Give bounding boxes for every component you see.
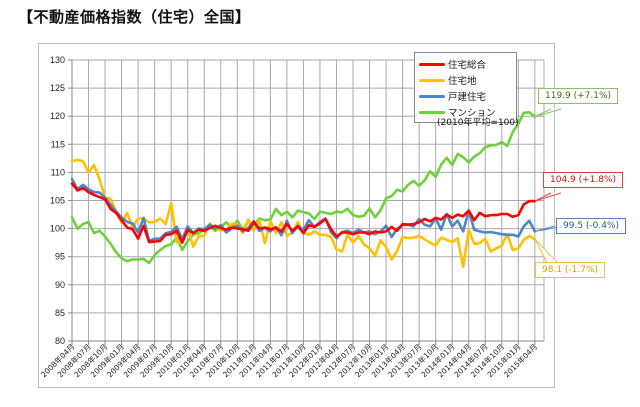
x-axis: 2008年04月2008年07月2008年10月2009年01月2009年04月… [38,340,544,379]
chart-grid [71,59,545,342]
callout-leaders [534,108,566,263]
legend-item-land: 住宅地 [419,74,477,87]
y-tick-label: 120 [50,111,65,121]
y-tick-label: 125 [50,83,65,93]
legend-label: 戸建住宅 [448,92,487,103]
base-year-note: (2010年平均=100) [437,118,519,128]
y-tick-label: 90 [55,280,65,290]
legend-swatch-land [419,78,445,82]
callout-detached: 99.5 (-0.4%) [556,218,627,234]
legend-label: マンション [448,108,496,119]
y-tick-label: 115 [51,139,65,149]
y-tick-label: 110 [51,167,65,177]
series-line [70,182,537,244]
callout-total: 104.9 (+1.8%) [543,172,624,188]
y-tick-label: 80 [55,336,65,346]
legend-swatch-detached [419,94,445,98]
y-tick-label: 95 [55,252,65,262]
callout-land: 98.1 (-1.7%) [535,262,606,278]
series-line [70,111,537,265]
legend-item-mansion: マンション [419,106,496,119]
y-axis: 80 85 90 95 100 105 110 115 120 125 130 [50,55,73,346]
legend-swatch-mansion [419,110,445,114]
legend-label: 住宅地 [448,76,477,87]
y-tick-label: 100 [50,224,65,234]
chart-series [70,111,537,269]
y-tick-label: 130 [50,55,65,65]
legend-swatch-total [419,62,445,66]
chart-legend: 住宅総合 住宅地 戸建住宅 マンション [414,52,517,123]
legend-item-total: 住宅総合 [419,58,487,71]
legend-label: 住宅総合 [448,60,487,71]
page-title: 【不動産価格指数（住宅）全国】 [18,8,251,26]
y-tick-label: 85 [55,308,65,318]
y-tick-label: 105 [50,196,65,206]
legend-item-detached: 戸建住宅 [419,90,487,103]
callout-mansion: 119.9 (+7.1%) [538,88,619,104]
